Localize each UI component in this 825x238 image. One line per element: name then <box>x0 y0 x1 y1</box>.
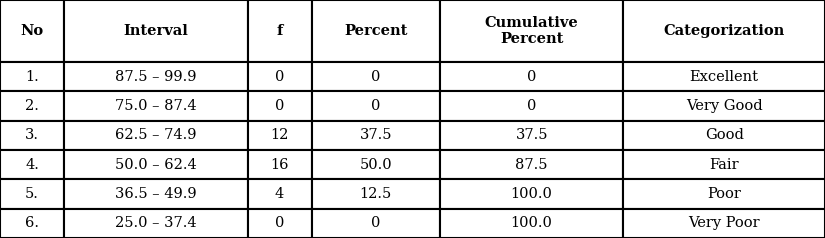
Bar <box>312 91 440 121</box>
Text: 87.5 – 99.9: 87.5 – 99.9 <box>115 69 196 84</box>
Text: 4: 4 <box>275 187 284 201</box>
Bar <box>440 121 624 150</box>
Text: Good: Good <box>705 128 743 142</box>
Text: 25.0 – 37.4: 25.0 – 37.4 <box>115 216 196 230</box>
Text: No: No <box>21 24 44 38</box>
Text: 2.: 2. <box>25 99 39 113</box>
Bar <box>312 150 440 179</box>
Text: 6.: 6. <box>25 216 39 230</box>
Text: 0: 0 <box>275 216 285 230</box>
Text: 12: 12 <box>271 128 289 142</box>
Text: 0: 0 <box>275 69 285 84</box>
Text: 0: 0 <box>371 216 380 230</box>
Text: 16: 16 <box>271 158 289 172</box>
Bar <box>64 150 247 179</box>
Bar <box>248 150 312 179</box>
Text: Cumulative
Percent: Cumulative Percent <box>485 16 578 46</box>
Bar <box>624 209 825 238</box>
Bar <box>440 0 624 62</box>
Text: 12.5: 12.5 <box>360 187 392 201</box>
Text: 0: 0 <box>371 69 380 84</box>
Bar <box>440 62 624 91</box>
Bar <box>440 179 624 209</box>
Bar <box>248 179 312 209</box>
Text: Very Poor: Very Poor <box>688 216 760 230</box>
Text: 0: 0 <box>275 99 285 113</box>
Bar <box>624 121 825 150</box>
Bar <box>312 179 440 209</box>
Bar <box>440 150 624 179</box>
Text: Percent: Percent <box>344 24 408 38</box>
Text: 3.: 3. <box>25 128 39 142</box>
Text: 87.5: 87.5 <box>516 158 548 172</box>
Bar <box>248 209 312 238</box>
Bar <box>248 0 312 62</box>
Bar <box>64 121 247 150</box>
Bar <box>312 0 440 62</box>
Text: Fair: Fair <box>710 158 739 172</box>
Text: 0: 0 <box>527 99 536 113</box>
Bar <box>624 0 825 62</box>
Text: 50.0: 50.0 <box>360 158 392 172</box>
Text: 37.5: 37.5 <box>360 128 392 142</box>
Bar <box>248 121 312 150</box>
Bar <box>64 62 247 91</box>
Bar <box>624 150 825 179</box>
Bar <box>624 179 825 209</box>
Bar <box>440 209 624 238</box>
Text: 75.0 – 87.4: 75.0 – 87.4 <box>115 99 196 113</box>
Text: 62.5 – 74.9: 62.5 – 74.9 <box>115 128 196 142</box>
Text: Very Good: Very Good <box>686 99 762 113</box>
Bar <box>312 209 440 238</box>
Bar <box>0 179 64 209</box>
Bar <box>64 0 247 62</box>
Bar <box>0 121 64 150</box>
Bar <box>0 62 64 91</box>
Bar <box>64 91 247 121</box>
Bar <box>64 179 247 209</box>
Bar <box>64 209 247 238</box>
Bar <box>0 209 64 238</box>
Text: f: f <box>276 24 283 38</box>
Text: Excellent: Excellent <box>690 69 759 84</box>
Text: 0: 0 <box>527 69 536 84</box>
Text: Poor: Poor <box>707 187 741 201</box>
Text: Interval: Interval <box>124 24 188 38</box>
Bar <box>0 150 64 179</box>
Text: 37.5: 37.5 <box>516 128 548 142</box>
Text: 1.: 1. <box>26 69 39 84</box>
Text: 36.5 – 49.9: 36.5 – 49.9 <box>115 187 196 201</box>
Text: 50.0 – 62.4: 50.0 – 62.4 <box>115 158 196 172</box>
Bar <box>312 62 440 91</box>
Text: 100.0: 100.0 <box>511 216 553 230</box>
Text: 100.0: 100.0 <box>511 187 553 201</box>
Bar <box>312 121 440 150</box>
Bar <box>0 91 64 121</box>
Bar <box>624 91 825 121</box>
Text: 0: 0 <box>371 99 380 113</box>
Text: Categorization: Categorization <box>663 24 785 38</box>
Bar <box>248 62 312 91</box>
Bar <box>624 62 825 91</box>
Text: 5.: 5. <box>25 187 39 201</box>
Bar <box>248 91 312 121</box>
Bar <box>440 91 624 121</box>
Text: 4.: 4. <box>25 158 39 172</box>
Bar <box>0 0 64 62</box>
